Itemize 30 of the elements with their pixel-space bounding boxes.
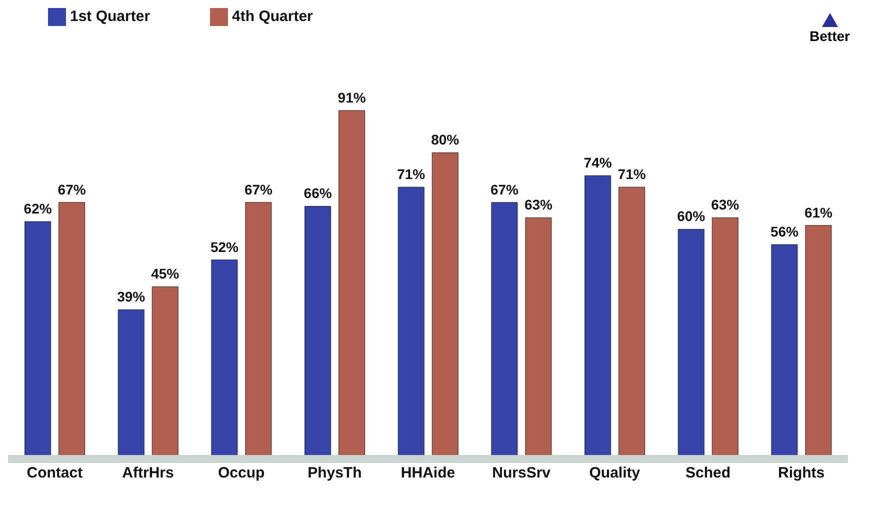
x-tick-label: Contact	[26, 464, 83, 482]
data-label: 66%	[304, 185, 332, 202]
data-label: 56%	[770, 224, 800, 240]
x-tick-label: NursSrv	[492, 464, 552, 482]
data-label: 67%	[58, 181, 86, 198]
legend-label: 1st Quarter	[70, 8, 150, 25]
x-tick-label: Sched	[685, 464, 731, 482]
data-label: 62%	[24, 200, 52, 217]
data-label: 80%	[431, 132, 460, 148]
data-label: 67%	[490, 181, 520, 198]
data-label: 67%	[244, 181, 274, 198]
data-label: 63%	[711, 196, 740, 213]
data-label: 71%	[618, 166, 646, 182]
x-tick-label: PhysTh	[308, 464, 362, 482]
data-label: 52%	[210, 238, 240, 255]
x-tick-label: AftrHrs	[122, 464, 174, 482]
data-label: 63%	[524, 196, 554, 213]
data-label: 60%	[677, 208, 706, 224]
data-label: 45%	[151, 266, 180, 282]
x-tick-label: HHAide	[400, 464, 456, 482]
x-tick-label: Quality	[589, 464, 641, 482]
data-label: 74%	[584, 154, 612, 171]
legend-label: 4th Quarter	[232, 8, 313, 25]
text: Better	[810, 28, 850, 44]
x-tick-label: Occup	[218, 464, 265, 482]
x-tick-label: Rights	[778, 464, 825, 482]
data-label: 71%	[397, 166, 426, 182]
data-label: 39%	[117, 288, 146, 305]
data-label: 91%	[338, 90, 366, 106]
data-label: 61%	[804, 204, 834, 220]
